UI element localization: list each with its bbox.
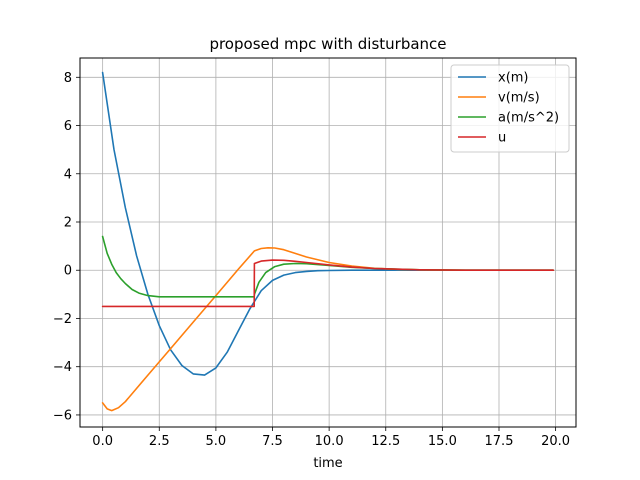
legend-label: v(m/s): [498, 91, 540, 106]
axis-ticks: 0.0 2.5 5.0 7.5 10.0 12.5 15.0 17.5 20.0 −6 −4 −2 0 2…: [53, 71, 570, 449]
y-tick-label: 8: [64, 71, 72, 86]
y-tick-label: 4: [64, 167, 72, 182]
series-lines: [101, 71, 555, 412]
x-axis-label: time: [313, 456, 342, 471]
x-tick-label: 17.5: [485, 434, 514, 449]
x-tick-label: 12.5: [371, 434, 400, 449]
y-tick-label: −6: [53, 408, 72, 423]
x-tick-label: 10.0: [315, 434, 344, 449]
x-tick-label: 2.5: [149, 434, 170, 449]
x-tick-label: 20.0: [541, 434, 570, 449]
x-tick-label: 5.0: [206, 434, 227, 449]
legend-label: a(m/s^2): [498, 111, 559, 126]
series-line-3: [101, 259, 555, 308]
legend: x(m) v(m/s) a(m/s^2) u: [450, 64, 570, 153]
y-tick-label: 2: [64, 216, 72, 231]
x-tick-label: 7.5: [262, 434, 283, 449]
legend-label: u: [498, 131, 506, 146]
x-tick-label: 15.0: [428, 434, 457, 449]
y-tick-label: 6: [64, 119, 72, 134]
x-tick-label: 0.0: [92, 434, 113, 449]
chart-title: proposed mpc with disturbance: [209, 35, 446, 53]
plot-frame: [79, 57, 577, 428]
legend-box: [450, 64, 570, 153]
legend-items: x(m) v(m/s) a(m/s^2) u: [458, 71, 559, 146]
legend-label: x(m): [498, 71, 529, 86]
y-tick-label: −4: [53, 360, 72, 375]
y-tick-label: 0: [64, 264, 72, 279]
y-tick-label: −2: [53, 312, 72, 327]
